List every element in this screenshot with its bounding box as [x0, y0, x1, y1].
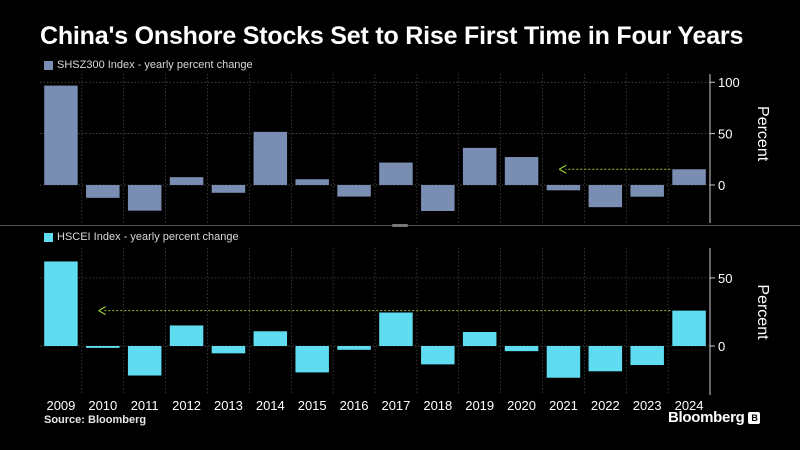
- y-tick-label: 0: [718, 339, 725, 354]
- bar-2019: [462, 331, 497, 346]
- bloomberg-logo: Bloomberg B: [668, 409, 761, 426]
- bar-2017: [379, 312, 413, 346]
- y-axis-label: Percent: [754, 284, 771, 340]
- bar-2020: [504, 157, 539, 185]
- y-tick-label: 50: [718, 127, 732, 142]
- legend-label-bottom: HSCEI Index - yearly percent change: [57, 231, 239, 243]
- bar-2023: [630, 346, 664, 366]
- y-tick-label: 0: [718, 178, 725, 193]
- x-tick-label: 2019: [465, 398, 494, 413]
- bar-2024: [672, 310, 706, 346]
- bar-2013: [211, 184, 246, 193]
- brand-text: Bloomberg: [668, 409, 745, 426]
- bar-2015: [295, 346, 329, 373]
- annotation-arrow-head: [98, 306, 106, 316]
- panel-resize-handle: [392, 224, 408, 227]
- legend-swatch-bottom: [44, 232, 53, 242]
- bar-2023: [630, 184, 664, 197]
- x-tick-label: 2021: [549, 398, 578, 413]
- x-tick-label: 2013: [214, 398, 243, 413]
- bar-2016: [337, 346, 371, 350]
- legend-swatch-top: [44, 60, 53, 70]
- bar-2021: [546, 346, 581, 378]
- bar-2014: [253, 331, 288, 346]
- bar-2009: [44, 261, 78, 346]
- y-tick-label: 100: [718, 75, 740, 90]
- legend-top: SHSZ300 Index - yearly percent change: [44, 59, 253, 71]
- y-tick-label: 50: [718, 271, 732, 286]
- source-note: Source: Bloomberg: [44, 414, 147, 426]
- bar-2014: [253, 131, 288, 185]
- x-tick-label: 2020: [507, 398, 536, 413]
- x-tick-label: 2023: [633, 398, 662, 413]
- x-tick-label: 2022: [591, 398, 620, 413]
- bar-2021: [546, 184, 581, 191]
- bar-2018: [421, 184, 455, 211]
- x-tick-label: 2010: [88, 398, 117, 413]
- x-tick-label: 2018: [423, 398, 452, 413]
- x-tick-label: 2024: [675, 398, 704, 413]
- bar-2016: [337, 184, 371, 197]
- y-axis-label: Percent: [754, 106, 771, 162]
- x-tick-label: 2017: [381, 398, 410, 413]
- x-tick-label: 2011: [131, 398, 159, 413]
- legend-label-top: SHSZ300 Index - yearly percent change: [57, 59, 253, 71]
- bar-2024: [672, 169, 706, 185]
- bar-2012: [169, 177, 204, 185]
- bar-2010: [86, 346, 120, 348]
- brand-badge-icon: B: [748, 411, 761, 424]
- x-tick-label: 2014: [256, 398, 285, 413]
- bar-2017: [379, 162, 413, 185]
- x-tick-label: 2015: [298, 398, 327, 413]
- bar-2018: [421, 346, 455, 365]
- bar-2022: [588, 184, 623, 208]
- bar-2022: [588, 346, 623, 372]
- bar-2012: [169, 325, 204, 346]
- bar-2011: [127, 346, 162, 376]
- annotation-arrow-head: [558, 164, 567, 174]
- x-tick-label: 2016: [340, 398, 369, 413]
- bar-2015: [295, 179, 329, 185]
- bar-2013: [211, 346, 246, 354]
- x-tick-label: 2009: [46, 398, 75, 413]
- chart-title: China's Onshore Stocks Set to Rise First…: [40, 22, 744, 50]
- legend-bottom: HSCEI Index - yearly percent change: [44, 231, 239, 243]
- bar-2010: [86, 184, 120, 198]
- bar-2019: [462, 147, 497, 185]
- bar-2009: [44, 85, 78, 185]
- x-tick-label: 2012: [172, 398, 201, 413]
- bar-2020: [504, 346, 539, 352]
- bar-2011: [127, 184, 162, 211]
